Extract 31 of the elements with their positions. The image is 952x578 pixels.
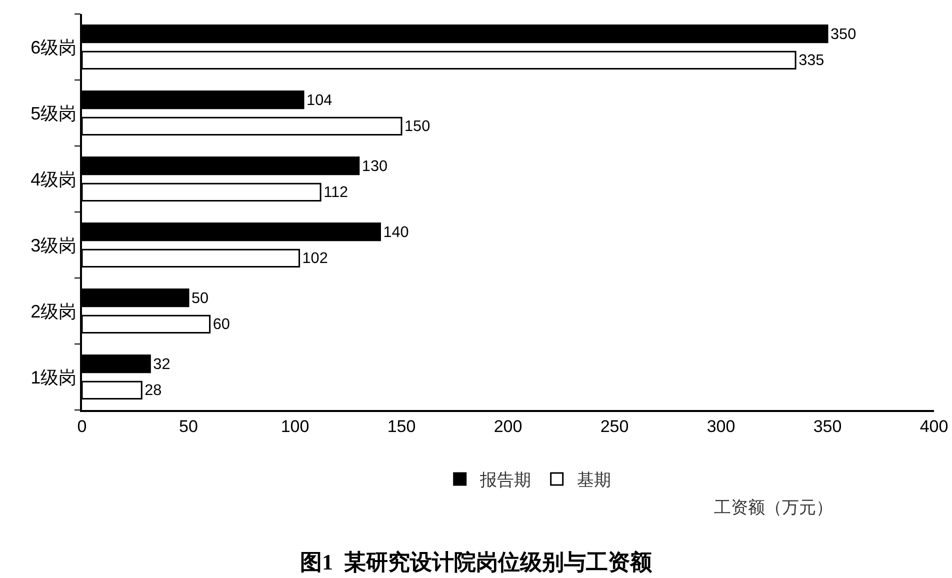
y-tick-label: 1级岗 — [30, 367, 77, 388]
y-tick-label: 4级岗 — [30, 169, 77, 190]
data-label: 60 — [212, 316, 230, 334]
data-label: 50 — [192, 290, 209, 307]
y-tick-label: 3级岗 — [30, 235, 77, 256]
x-tick-label: 250 — [600, 417, 629, 436]
x-tick-label: 0 — [77, 417, 87, 436]
data-label: 350 — [830, 26, 856, 43]
data-label: 335 — [798, 52, 824, 70]
x-tick-label: 350 — [813, 417, 842, 436]
data-label: 28 — [144, 382, 162, 400]
y-tick-label: 2级岗 — [30, 301, 77, 322]
x-tick-label: 50 — [179, 417, 198, 436]
x-tick-label: 200 — [494, 417, 522, 436]
data-label: 130 — [362, 158, 388, 175]
data-label: 104 — [306, 92, 333, 109]
data-label: 140 — [383, 224, 409, 241]
text: 图1 某研究设计院岗位级别与工资额 — [300, 549, 653, 574]
data-label: 32 — [153, 356, 170, 373]
x-axis-title: 工资额（万元） — [714, 498, 833, 517]
y-tick-label: 6级岗 — [30, 37, 77, 58]
legend-label: 报告期 — [478, 470, 531, 490]
data-label: 102 — [302, 250, 328, 268]
legend-label: 基期 — [576, 470, 611, 490]
x-tick-label: 150 — [387, 417, 416, 436]
data-label: 112 — [324, 184, 348, 202]
x-tick-label: 400 — [920, 417, 948, 436]
x-tick-label: 300 — [706, 417, 736, 436]
y-tick-label: 5级岗 — [30, 103, 77, 124]
x-tick-label: 100 — [280, 417, 310, 436]
data-label: 150 — [404, 118, 430, 136]
